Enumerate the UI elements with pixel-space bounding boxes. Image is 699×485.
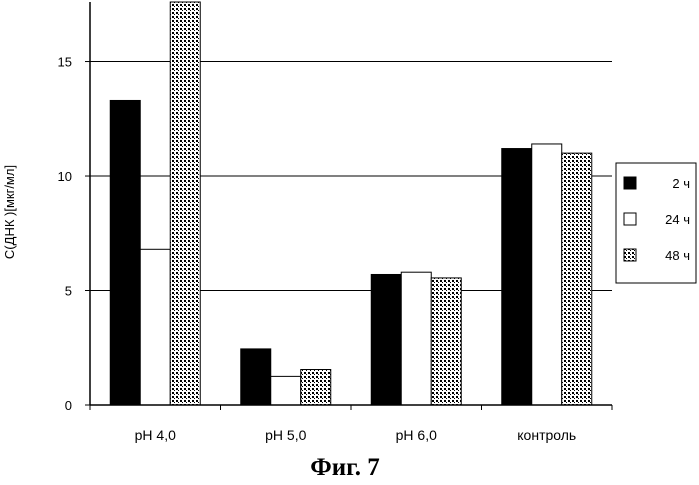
legend-swatch — [623, 212, 637, 226]
bar-3-2 — [300, 369, 332, 406]
bar-1-2 — [240, 348, 272, 406]
y-axis-ticks: 0 5 10 15 — [58, 55, 90, 413]
legend-label: 2 ч — [672, 176, 690, 191]
legend: 2 ч 24 ч 48 ч — [615, 162, 697, 284]
x-category-label: pH 6,0 — [396, 427, 437, 443]
bar-1-4 — [501, 148, 533, 406]
x-category-label: контроль — [517, 427, 576, 443]
y-tick-label: 5 — [65, 284, 72, 299]
bar-2-1 — [139, 248, 171, 406]
bar-1-3 — [370, 273, 402, 406]
x-axis-categories: pH 4,0 pH 5,0 pH 6,0 контроль — [135, 427, 577, 443]
y-tick-label: 15 — [58, 55, 72, 70]
y-tick-label: 0 — [65, 398, 72, 413]
legend-label: 48 ч — [665, 248, 690, 263]
bar-2-2 — [270, 375, 302, 406]
y-axis-label: С(ДНК )[мкг/мл] — [2, 165, 17, 259]
bar-2-3 — [400, 271, 432, 406]
x-category-label: pH 4,0 — [135, 427, 176, 443]
legend-swatch — [623, 176, 637, 190]
bar-2-4 — [531, 143, 563, 406]
bar-1-1 — [109, 99, 141, 406]
bars — [89, 1, 613, 410]
bar-3-1 — [169, 1, 201, 406]
legend-swatch — [623, 248, 637, 262]
y-tick-label: 10 — [58, 169, 72, 184]
bar-3-3 — [430, 277, 462, 406]
figure-caption: Фиг. 7 — [310, 454, 379, 481]
bar-3-4 — [561, 152, 593, 406]
x-category-label: pH 5,0 — [265, 427, 306, 443]
legend-label: 24 ч — [665, 212, 690, 227]
